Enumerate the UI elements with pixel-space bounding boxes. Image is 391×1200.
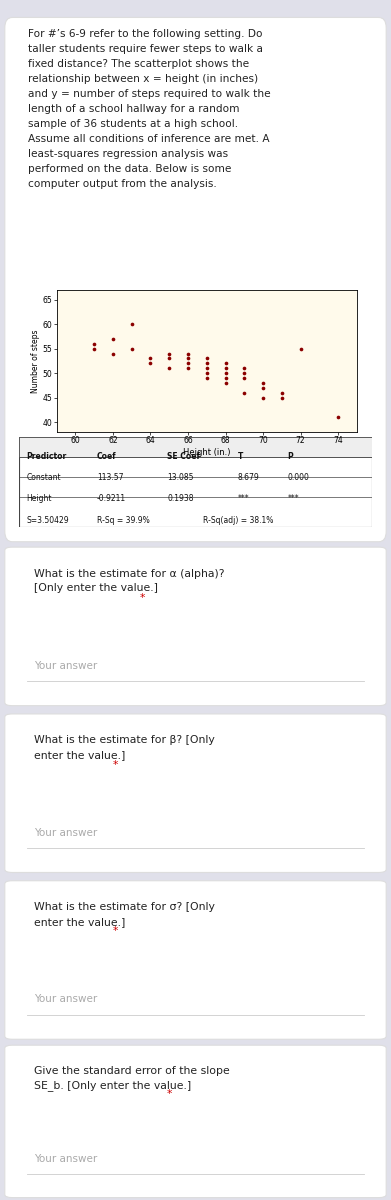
Text: SE Coef: SE Coef: [167, 452, 200, 461]
Text: 13.085: 13.085: [167, 473, 194, 481]
Text: For #’s 6-9 refer to the following setting. Do
taller students require fewer ste: For #’s 6-9 refer to the following setti…: [29, 29, 271, 188]
Text: 0.000: 0.000: [287, 473, 309, 481]
Point: [185, 354, 191, 373]
Text: R-Sq(adj) = 38.1%: R-Sq(adj) = 38.1%: [203, 516, 273, 524]
Text: *: *: [140, 593, 145, 602]
Point: [222, 373, 229, 392]
FancyBboxPatch shape: [19, 437, 372, 527]
Point: [260, 373, 266, 392]
Point: [110, 344, 116, 364]
Point: [204, 364, 210, 383]
Text: Coef: Coef: [97, 452, 117, 461]
Text: ***: ***: [238, 494, 249, 503]
Point: [260, 388, 266, 407]
FancyBboxPatch shape: [5, 18, 386, 541]
Point: [91, 334, 97, 353]
Point: [129, 314, 135, 334]
Point: [260, 378, 266, 397]
Text: Height: Height: [26, 494, 52, 503]
Text: ***: ***: [287, 494, 299, 503]
Point: [279, 388, 285, 407]
Point: [222, 364, 229, 383]
Point: [204, 354, 210, 373]
Text: Your answer: Your answer: [34, 661, 97, 671]
Text: Your answer: Your answer: [34, 1154, 97, 1164]
Point: [222, 368, 229, 388]
Text: What is the estimate for σ? [Only
enter the value.]: What is the estimate for σ? [Only enter …: [34, 902, 215, 926]
Point: [166, 359, 172, 378]
Text: *: *: [167, 1090, 172, 1099]
Text: Constant: Constant: [26, 473, 61, 481]
Point: [185, 359, 191, 378]
FancyBboxPatch shape: [19, 437, 372, 457]
Point: [91, 340, 97, 359]
Y-axis label: Number of steps: Number of steps: [31, 329, 40, 392]
Text: What is the estimate for α (alpha)?
[Only enter the value.]: What is the estimate for α (alpha)? [Onl…: [34, 569, 224, 593]
Point: [204, 368, 210, 388]
Text: What is the estimate for β? [Only
enter the value.]: What is the estimate for β? [Only enter …: [34, 736, 215, 760]
Text: T: T: [238, 452, 243, 461]
FancyBboxPatch shape: [5, 714, 386, 872]
FancyBboxPatch shape: [5, 881, 386, 1039]
Point: [335, 408, 341, 427]
Point: [279, 383, 285, 402]
Text: -0.9211: -0.9211: [97, 494, 126, 503]
Text: Your answer: Your answer: [34, 995, 97, 1004]
Point: [204, 349, 210, 368]
Text: *: *: [113, 926, 118, 936]
Point: [129, 340, 135, 359]
FancyBboxPatch shape: [5, 547, 386, 706]
Text: 0.1938: 0.1938: [167, 494, 194, 503]
X-axis label: Height (in.): Height (in.): [183, 448, 231, 457]
Point: [241, 383, 248, 402]
FancyBboxPatch shape: [5, 1045, 386, 1198]
Point: [147, 349, 154, 368]
Point: [222, 354, 229, 373]
Point: [222, 359, 229, 378]
Point: [298, 340, 304, 359]
Text: Predictor: Predictor: [26, 452, 66, 461]
Point: [185, 349, 191, 368]
Point: [166, 344, 172, 364]
Text: *: *: [113, 760, 118, 769]
Point: [185, 344, 191, 364]
Point: [110, 329, 116, 348]
Point: [166, 349, 172, 368]
Point: [241, 368, 248, 388]
Text: P: P: [287, 452, 293, 461]
Text: R-Sq = 39.9%: R-Sq = 39.9%: [97, 516, 149, 524]
Text: 113.57: 113.57: [97, 473, 123, 481]
Point: [241, 364, 248, 383]
Text: Your answer: Your answer: [34, 828, 97, 838]
Point: [204, 359, 210, 378]
Point: [241, 359, 248, 378]
Text: Give the standard error of the slope
SE_b. [Only enter the value.]: Give the standard error of the slope SE_…: [34, 1066, 230, 1091]
Text: S=3.50429: S=3.50429: [26, 516, 69, 524]
Text: 8.679: 8.679: [238, 473, 260, 481]
Point: [147, 354, 154, 373]
